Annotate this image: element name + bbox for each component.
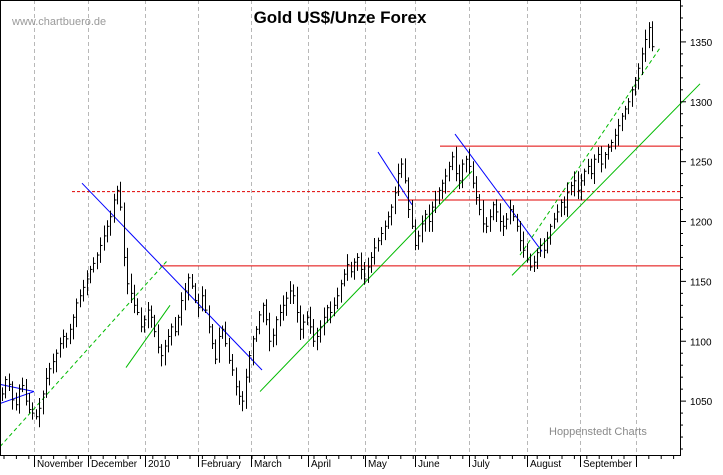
- x-tick-label: February: [201, 459, 241, 470]
- y-tick-label: 1150: [690, 277, 712, 288]
- x-tick-label: June: [418, 459, 440, 470]
- x-tick-label: April: [311, 459, 331, 470]
- downtrend-line-1: [81, 182, 263, 371]
- y-tick-label: 1050: [690, 397, 713, 408]
- price-bars: [2, 21, 655, 428]
- plot-frame: [0, 0, 681, 456]
- y-tick-label: 1350: [690, 38, 713, 49]
- axes: November December 2010 February March April Ma…: [0, 0, 713, 470]
- watermark: www.chartbuero.de: [12, 16, 107, 28]
- grid: [34, 0, 637, 455]
- x-tick-label: March: [254, 459, 282, 470]
- x-tick-label: July: [472, 459, 490, 470]
- x-tick-label: May: [368, 459, 387, 470]
- y-tick-label: 1300: [690, 98, 713, 109]
- x-tick-label: 2010: [148, 459, 171, 470]
- x-tick-label: August: [530, 459, 561, 470]
- x-tick-label: December: [91, 459, 138, 470]
- y-tick-label: 1200: [690, 218, 713, 229]
- x-tick-label: September: [583, 459, 633, 470]
- downtrend-line-2: [377, 151, 413, 206]
- source-credit: Hoppenstedt Charts: [549, 426, 647, 438]
- uptrend-line-1: [125, 305, 171, 368]
- x-tick-label: November: [37, 459, 84, 470]
- chart-title: Gold US$/Unze Forex: [253, 8, 427, 27]
- downtrend-line-3: [454, 133, 543, 252]
- uptrend-line-2: [259, 170, 473, 392]
- y-tick-label: 1250: [690, 158, 713, 169]
- y-tick-label: 1100: [690, 337, 712, 348]
- uptrend-line-3: [511, 83, 701, 276]
